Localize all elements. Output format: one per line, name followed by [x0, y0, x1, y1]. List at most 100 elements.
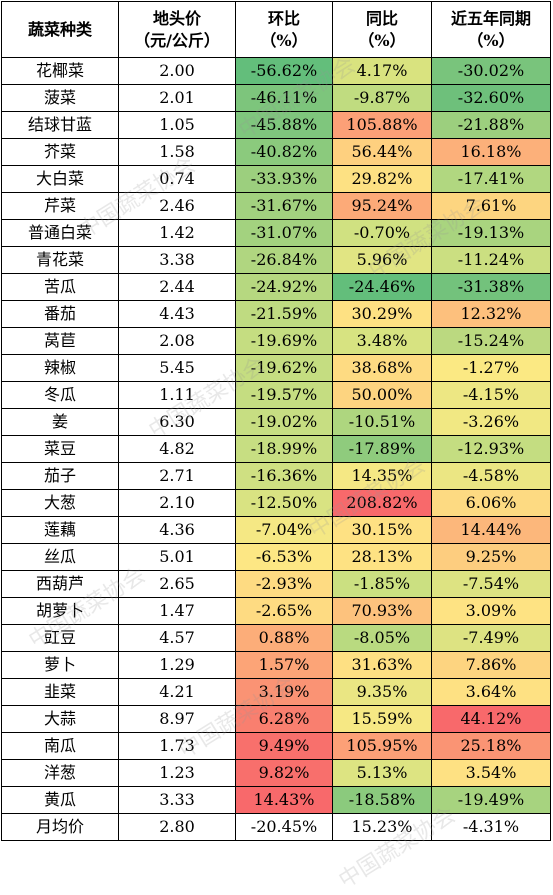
price-cell: 2.44 [118, 273, 236, 301]
year-on-year-cell: 95.24% [332, 192, 432, 220]
vegetable-name-cell: 西葫芦 [1, 570, 119, 598]
year-on-year-cell: 5.96% [332, 246, 432, 274]
year-on-year-cell: -0.70% [332, 219, 432, 247]
year-on-year-cell: 30.15% [332, 516, 432, 544]
month-on-month-cell: -16.36% [235, 462, 333, 490]
five-year-cell: -11.24% [431, 246, 551, 274]
table-row: 菜豆 4.82 -18.99% -17.89% -12.93% [1, 435, 551, 463]
price-cell: 1.23 [118, 759, 236, 787]
month-on-month-cell: 9.49% [235, 732, 333, 760]
five-year-cell: -19.49% [431, 786, 551, 814]
header-five-year-unit: （%） [467, 30, 515, 50]
table-row: 辣椒 5.45 -19.62% 38.68% -1.27% [1, 354, 551, 382]
year-on-year-cell: 5.13% [332, 759, 432, 787]
five-year-cell: -4.31% [431, 813, 551, 841]
vegetable-name-cell: 莲藕 [1, 516, 119, 544]
month-on-month-cell: -46.11% [235, 84, 333, 112]
price-cell: 2.80 [118, 813, 236, 841]
five-year-cell: -4.58% [431, 462, 551, 490]
price-cell: 1.29 [118, 651, 236, 679]
vegetable-name-cell: 月均价 [1, 813, 119, 841]
vegetable-name-cell: 莴苣 [1, 327, 119, 355]
year-on-year-cell: 56.44% [332, 138, 432, 166]
month-on-month-cell: 3.19% [235, 678, 333, 706]
header-vegetable-type-label: 蔬菜种类 [27, 19, 92, 39]
month-on-month-cell: -19.57% [235, 381, 333, 409]
table-row: 结球甘蓝 1.05 -45.88% 105.88% -21.88% [1, 111, 551, 139]
year-on-year-cell: 50.00% [332, 381, 432, 409]
month-on-month-cell: -7.04% [235, 516, 333, 544]
vegetable-name-cell: 普通白菜 [1, 219, 119, 247]
month-on-month-cell: -21.59% [235, 300, 333, 328]
year-on-year-cell: 105.88% [332, 111, 432, 139]
five-year-cell: 16.18% [431, 138, 551, 166]
header-year-on-year: 同比 （%） [332, 1, 432, 58]
month-on-month-cell: -31.07% [235, 219, 333, 247]
five-year-cell: -7.49% [431, 624, 551, 652]
price-cell: 2.01 [118, 84, 236, 112]
five-year-cell: 44.12% [431, 705, 551, 733]
year-on-year-cell: 15.59% [332, 705, 432, 733]
table-row: 大白菜 0.74 -33.93% 29.82% -17.41% [1, 165, 551, 193]
five-year-cell: -7.54% [431, 570, 551, 598]
price-cell: 5.01 [118, 543, 236, 571]
year-on-year-cell: -18.58% [332, 786, 432, 814]
price-cell: 4.36 [118, 516, 236, 544]
table-row: 月均价 2.80 -20.45% 15.23% -4.31% [1, 813, 551, 841]
price-cell: 0.74 [118, 165, 236, 193]
month-on-month-cell: -19.62% [235, 354, 333, 382]
vegetable-name-cell: 芹菜 [1, 192, 119, 220]
year-on-year-cell: 29.82% [332, 165, 432, 193]
month-on-month-cell: -12.50% [235, 489, 333, 517]
table-row: 芥菜 1.58 -40.82% 56.44% 16.18% [1, 138, 551, 166]
table-row: 茄子 2.71 -16.36% 14.35% -4.58% [1, 462, 551, 490]
price-cell: 2.00 [118, 57, 236, 85]
year-on-year-cell: 3.48% [332, 327, 432, 355]
five-year-cell: -12.93% [431, 435, 551, 463]
header-month-on-month: 环比 （%） [235, 1, 333, 58]
vegetable-name-cell: 番茄 [1, 300, 119, 328]
month-on-month-cell: -26.84% [235, 246, 333, 274]
vegetable-price-table: 蔬菜种类 地头价 （元/公斤） 环比 （%） 同比 （%） 近五年同期 （%） … [1, 1, 551, 841]
five-year-cell: 3.64% [431, 678, 551, 706]
vegetable-name-cell: 丝瓜 [1, 543, 119, 571]
month-on-month-cell: -20.45% [235, 813, 333, 841]
price-cell: 2.10 [118, 489, 236, 517]
five-year-cell: 3.54% [431, 759, 551, 787]
table-row: 西葫芦 2.65 -2.93% -1.85% -7.54% [1, 570, 551, 598]
vegetable-name-cell: 黄瓜 [1, 786, 119, 814]
price-cell: 2.46 [118, 192, 236, 220]
year-on-year-cell: -17.89% [332, 435, 432, 463]
price-cell: 6.30 [118, 408, 236, 436]
vegetable-name-cell: 韭菜 [1, 678, 119, 706]
five-year-cell: -21.88% [431, 111, 551, 139]
price-cell: 2.65 [118, 570, 236, 598]
price-cell: 1.42 [118, 219, 236, 247]
vegetable-name-cell: 青花菜 [1, 246, 119, 274]
five-year-cell: 25.18% [431, 732, 551, 760]
price-cell: 1.47 [118, 597, 236, 625]
header-row: 蔬菜种类 地头价 （元/公斤） 环比 （%） 同比 （%） 近五年同期 （%） [1, 1, 551, 58]
table-body: 花椰菜 2.00 -56.62% 4.17% -30.02% 菠菜 2.01 -46.11% -… [1, 57, 551, 841]
five-year-cell: 3.09% [431, 597, 551, 625]
header-vegetable-type: 蔬菜种类 [1, 1, 119, 58]
price-cell: 4.82 [118, 435, 236, 463]
month-on-month-cell: -24.92% [235, 273, 333, 301]
vegetable-name-cell: 苦瓜 [1, 273, 119, 301]
year-on-year-cell: 31.63% [332, 651, 432, 679]
vegetable-name-cell: 花椰菜 [1, 57, 119, 85]
table-row: 黄瓜 3.33 14.43% -18.58% -19.49% [1, 786, 551, 814]
five-year-cell: -4.15% [431, 381, 551, 409]
price-cell: 1.05 [118, 111, 236, 139]
price-cell: 5.45 [118, 354, 236, 382]
table-row: 韭菜 4.21 3.19% 9.35% 3.64% [1, 678, 551, 706]
price-cell: 3.33 [118, 786, 236, 814]
year-on-year-cell: 4.17% [332, 57, 432, 85]
vegetable-name-cell: 大白菜 [1, 165, 119, 193]
table-row: 豇豆 4.57 0.88% -8.05% -7.49% [1, 624, 551, 652]
vegetable-name-cell: 结球甘蓝 [1, 111, 119, 139]
five-year-cell: 9.25% [431, 543, 551, 571]
vegetable-name-cell: 菜豆 [1, 435, 119, 463]
year-on-year-cell: 9.35% [332, 678, 432, 706]
table-row: 苦瓜 2.44 -24.92% -24.46% -31.38% [1, 273, 551, 301]
